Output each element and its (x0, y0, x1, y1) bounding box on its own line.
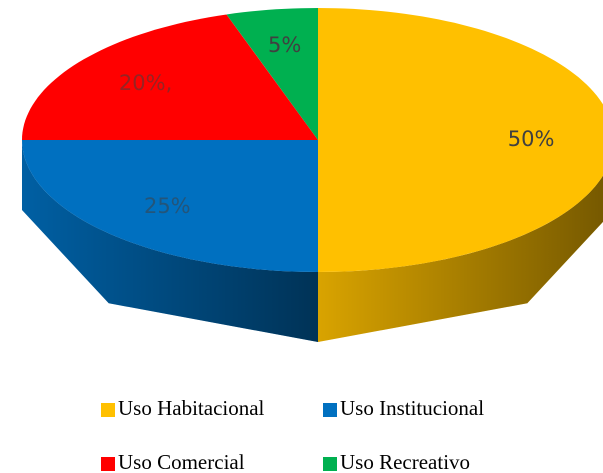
legend-label: Uso Institucional (340, 396, 484, 420)
legend-swatch (101, 403, 115, 417)
slice (22, 140, 318, 272)
legend-label: Uso Comercial (118, 450, 245, 473)
slice-side-shade (318, 175, 603, 342)
slice-side-shade (22, 140, 318, 342)
data-label: 20%, (119, 71, 172, 95)
slice-side (22, 140, 318, 342)
data-label: 50% (508, 127, 555, 151)
legend-label: Uso Recreativo (340, 450, 470, 473)
slice (22, 14, 318, 140)
legend-swatch (101, 457, 115, 471)
legend-swatch (323, 457, 337, 471)
slice (226, 8, 318, 140)
data-label: 25% (144, 194, 191, 218)
legend-label: Uso Habitacional (118, 396, 265, 420)
slice-side (318, 175, 603, 342)
legend-swatch (323, 403, 337, 417)
slice (318, 8, 603, 272)
data-label: 5% (268, 33, 301, 57)
